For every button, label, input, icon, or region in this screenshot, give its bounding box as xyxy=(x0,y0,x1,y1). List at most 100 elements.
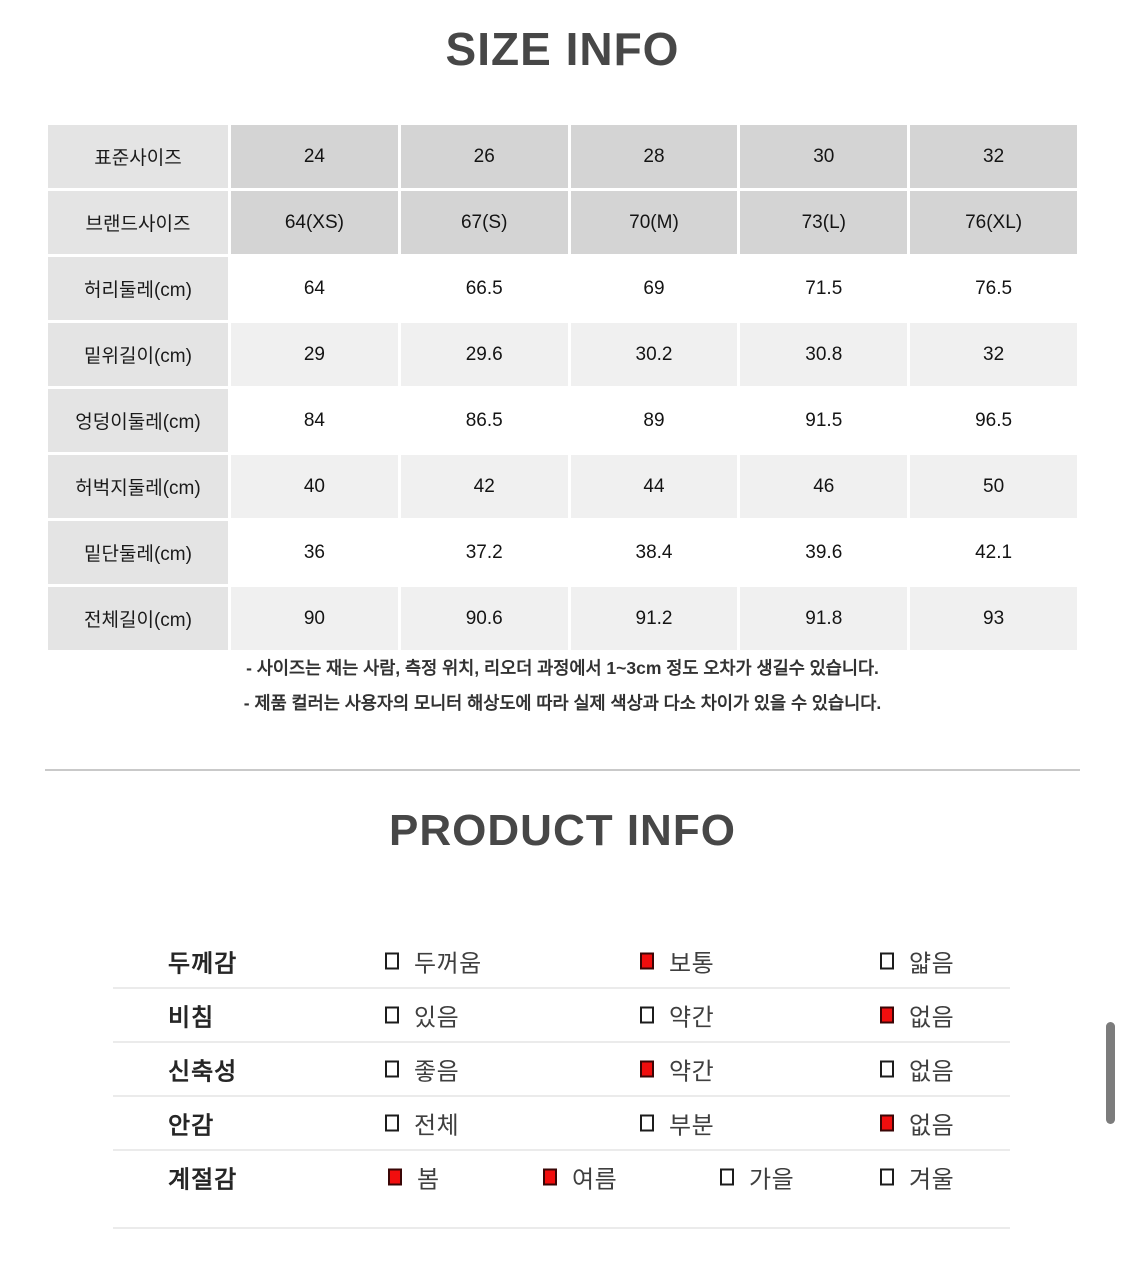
size-row-label: 밑단둘레(cm) xyxy=(48,521,228,584)
checkbox-unchecked-icon xyxy=(385,1114,399,1132)
section-divider xyxy=(45,769,1080,771)
product-option: 전체 xyxy=(385,1106,459,1141)
size-cell: 64(XS) xyxy=(231,191,398,254)
product-option: 약간 xyxy=(640,998,714,1033)
size-cell: 44 xyxy=(570,455,738,518)
product-info-list: 두께감 두꺼움 보통 얇음 비침 있음 약간 없음 신축성 좋음 약간 없음 안감 전체 부분 없음 계절감 봄 여… xyxy=(113,935,1010,1229)
product-option: 있음 xyxy=(385,998,459,1033)
checkbox-unchecked-icon xyxy=(880,1060,894,1078)
size-row-label: 엉덩이둘레(cm) xyxy=(48,389,228,452)
size-cell: 89 xyxy=(570,389,738,452)
product-option: 부분 xyxy=(640,1106,714,1141)
size-cell: 40 xyxy=(231,455,398,518)
product-option: 없음 xyxy=(880,1052,954,1087)
scrollbar-thumb[interactable] xyxy=(1106,1022,1115,1124)
checkbox-checked-icon xyxy=(388,1168,402,1186)
size-cell: 91.5 xyxy=(740,389,908,452)
checkbox-unchecked-icon xyxy=(385,1060,399,1078)
product-option-label: 없음 xyxy=(909,1112,955,1140)
size-cell: 28 xyxy=(570,125,738,188)
checkbox-unchecked-icon xyxy=(385,1006,399,1024)
size-table-row: 전체길이(cm) 90 90.6 91.2 91.8 93 xyxy=(48,587,1077,650)
product-option: 약간 xyxy=(640,1052,714,1087)
size-cell: 38.4 xyxy=(570,521,738,584)
size-info-title: SIZE INFO xyxy=(445,23,680,75)
size-cell: 76.5 xyxy=(910,257,1077,320)
product-option: 두꺼움 xyxy=(385,944,482,979)
product-option-label: 봄 xyxy=(417,1166,440,1194)
checkbox-checked-icon xyxy=(640,1060,654,1078)
size-table-row: 허벅지둘레(cm) 40 42 44 46 50 xyxy=(48,455,1077,518)
size-row-label: 브랜드사이즈 xyxy=(48,191,228,254)
checkbox-unchecked-icon xyxy=(640,1006,654,1024)
size-cell: 93 xyxy=(910,587,1077,650)
size-cell: 42 xyxy=(400,455,568,518)
product-info-row: 비침 있음 약간 없음 xyxy=(113,989,1010,1043)
size-table-row: 브랜드사이즈 64(XS) 67(S) 70(M) 73(L) 76(XL) xyxy=(48,191,1077,254)
size-row-label: 표준사이즈 xyxy=(48,125,228,188)
size-cell: 73(L) xyxy=(740,191,908,254)
product-info-row: 신축성 좋음 약간 없음 xyxy=(113,1043,1010,1097)
size-notes: - 사이즈는 재는 사람, 측정 위치, 리오더 과정에서 1~3cm 정도 오… xyxy=(0,651,1125,721)
size-cell: 70(M) xyxy=(570,191,738,254)
product-option-label: 있음 xyxy=(414,1004,460,1032)
size-table: 표준사이즈 24 26 28 30 32 브랜드사이즈 64(XS) 67(S) 70(M) 73(… xyxy=(45,122,1080,653)
size-cell: 46 xyxy=(740,455,908,518)
product-info-row: 두께감 두꺼움 보통 얇음 xyxy=(113,935,1010,989)
product-attr-label: 신축성 xyxy=(168,1058,238,1086)
product-option: 겨울 xyxy=(880,1160,954,1195)
product-attr-label: 비침 xyxy=(168,1004,215,1032)
size-cell: 32 xyxy=(910,323,1077,386)
product-info-row: 안감 전체 부분 없음 xyxy=(113,1097,1010,1151)
size-cell: 91.8 xyxy=(740,587,908,650)
product-option: 여름 xyxy=(543,1160,617,1195)
size-cell: 76(XL) xyxy=(910,191,1077,254)
product-attr-label: 두께감 xyxy=(168,950,238,978)
size-row-label: 허리둘레(cm) xyxy=(48,257,228,320)
size-table-row: 밑단둘레(cm) 36 37.2 38.4 39.6 42.1 xyxy=(48,521,1077,584)
product-option-label: 얇음 xyxy=(909,950,955,978)
product-option-label: 없음 xyxy=(909,1004,955,1032)
size-cell: 37.2 xyxy=(400,521,568,584)
product-option: 없음 xyxy=(880,998,954,1033)
product-option: 가을 xyxy=(720,1160,794,1195)
checkbox-unchecked-icon xyxy=(720,1168,734,1186)
size-cell: 42.1 xyxy=(910,521,1077,584)
size-note-line-1: - 사이즈는 재는 사람, 측정 위치, 리오더 과정에서 1~3cm 정도 오… xyxy=(246,658,879,678)
size-cell: 66.5 xyxy=(400,257,568,320)
size-cell: 36 xyxy=(231,521,398,584)
product-option: 좋음 xyxy=(385,1052,459,1087)
size-cell: 50 xyxy=(910,455,1077,518)
product-option-label: 없음 xyxy=(909,1058,955,1086)
checkbox-checked-icon xyxy=(543,1168,557,1186)
product-option-label: 좋음 xyxy=(414,1058,460,1086)
size-table-row: 허리둘레(cm) 64 66.5 69 71.5 76.5 xyxy=(48,257,1077,320)
size-cell: 30 xyxy=(740,125,908,188)
size-cell: 67(S) xyxy=(400,191,568,254)
product-option-label: 약간 xyxy=(669,1004,715,1032)
size-cell: 96.5 xyxy=(910,389,1077,452)
product-option-label: 겨울 xyxy=(909,1166,955,1194)
size-row-label: 밑위길이(cm) xyxy=(48,323,228,386)
product-option-label: 보통 xyxy=(669,950,715,978)
size-cell: 32 xyxy=(910,125,1077,188)
size-cell: 90 xyxy=(231,587,398,650)
size-cell: 26 xyxy=(400,125,568,188)
size-cell: 29 xyxy=(231,323,398,386)
size-cell: 86.5 xyxy=(400,389,568,452)
size-cell: 90.6 xyxy=(400,587,568,650)
product-option: 봄 xyxy=(388,1160,440,1195)
size-cell: 30.8 xyxy=(740,323,908,386)
size-table-row: 밑위길이(cm) 29 29.6 30.2 30.8 32 xyxy=(48,323,1077,386)
size-cell: 39.6 xyxy=(740,521,908,584)
size-cell: 69 xyxy=(570,257,738,320)
checkbox-checked-icon xyxy=(880,1114,894,1132)
product-option: 보통 xyxy=(640,944,714,979)
size-table-row: 엉덩이둘레(cm) 84 86.5 89 91.5 96.5 xyxy=(48,389,1077,452)
product-option-label: 부분 xyxy=(669,1112,715,1140)
size-note-line-2: - 제품 컬러는 사용자의 모니터 해상도에 따라 실제 색상과 다소 차이가 … xyxy=(243,693,882,713)
product-option: 없음 xyxy=(880,1106,954,1141)
product-attr-label: 안감 xyxy=(168,1112,215,1140)
checkbox-unchecked-icon xyxy=(640,1114,654,1132)
